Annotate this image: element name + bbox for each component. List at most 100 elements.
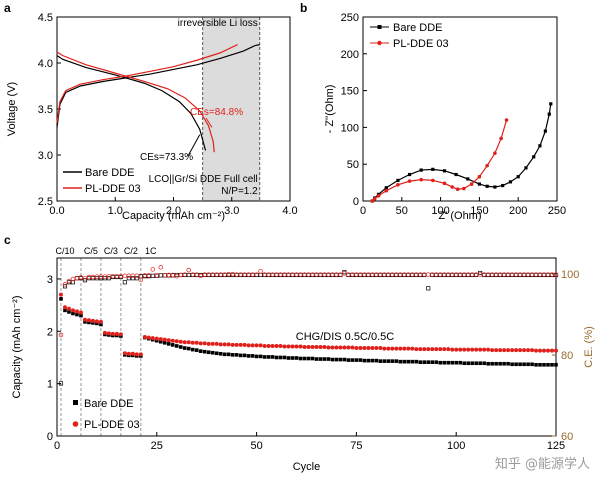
point-capacity-pl-dde-03 — [354, 346, 359, 351]
point-bare-dde — [547, 112, 551, 116]
point-bare-dde — [384, 186, 388, 190]
point-capacity-pl-dde-03 — [186, 340, 191, 345]
point-capacity-pl-dde-03 — [230, 342, 235, 347]
point-capacity-bare-dde — [422, 360, 427, 364]
point-ce-pl-dde-03 — [230, 271, 235, 277]
point-bare-dde — [396, 178, 400, 182]
point-bare-dde — [454, 172, 458, 177]
point-capacity-pl-dde-03 — [426, 347, 431, 352]
point-ce-bare-dde — [102, 276, 107, 281]
point-capacity-pl-dde-03 — [170, 338, 175, 343]
point-capacity-bare-dde — [158, 339, 163, 344]
point-capacity-pl-dde-03 — [302, 345, 307, 349]
point-capacity-pl-dde-03 — [466, 347, 471, 352]
legend-bare-label: Bare DDE — [393, 22, 443, 34]
point-capacity-pl-dde-03 — [390, 346, 395, 351]
point-capacity-bare-dde — [318, 357, 323, 361]
point-capacity-bare-dde — [238, 353, 243, 358]
point-capacity-bare-dde — [438, 360, 443, 365]
panel-c-ytick-label: 0 — [47, 431, 53, 443]
point-ce-bare-dde — [58, 381, 64, 386]
point-ce-bare-dde — [94, 276, 99, 281]
panel-b-xtick-label: 150 — [470, 205, 488, 217]
point-bare-dde — [493, 185, 497, 189]
panel-c-xtick-label: 25 — [151, 440, 163, 452]
point-bare-dde — [419, 168, 423, 172]
point-capacity-bare-dde — [346, 358, 351, 362]
point-bare-dde — [466, 177, 470, 181]
point-ce-pl-dde-03 — [150, 267, 156, 272]
ce-pl-arrow — [205, 117, 213, 128]
point-capacity-pl-dde-03 — [146, 335, 151, 340]
panel-a-ytick-label: 4.5 — [38, 12, 53, 24]
panel-b-x-axis-title: Z' (Ohm) — [438, 210, 481, 222]
point-capacity-pl-dde-03 — [442, 347, 447, 352]
point-capacity-pl-dde-03 — [118, 332, 123, 337]
point-capacity-bare-dde — [210, 350, 215, 355]
point-capacity-bare-dde — [71, 311, 75, 316]
point-pl-dde-03 — [396, 183, 400, 187]
point-capacity-pl-dde-03 — [418, 347, 423, 352]
point-capacity-pl-dde-03 — [538, 348, 543, 353]
point-pl-dde-03 — [462, 186, 466, 191]
np-ratio-label: N/P=1.2 — [221, 186, 258, 197]
legend-pl-marker — [72, 421, 79, 427]
point-capacity-pl-dde-03 — [434, 347, 439, 352]
point-capacity-bare-dde — [466, 361, 470, 366]
point-capacity-pl-dde-03 — [450, 347, 455, 352]
point-capacity-bare-dde — [394, 359, 399, 363]
panel-c-right-tick-label: 100 — [561, 269, 579, 281]
point-ce-pl-dde-03 — [66, 278, 72, 284]
point-bare-dde — [485, 184, 489, 188]
point-capacity-bare-dde — [194, 348, 199, 352]
point-pl-dde-03 — [442, 181, 447, 186]
point-capacity-bare-dde — [63, 308, 67, 313]
point-capacity-bare-dde — [390, 359, 395, 363]
panel-a-xtick-label: 2.0 — [166, 205, 181, 217]
point-capacity-bare-dde — [155, 338, 159, 343]
point-capacity-bare-dde — [502, 361, 506, 366]
rate-label: C/10 — [55, 246, 74, 256]
point-capacity-pl-dde-03 — [274, 343, 279, 348]
point-capacity-pl-dde-03 — [334, 345, 339, 350]
point-capacity-pl-dde-03 — [106, 331, 111, 336]
point-capacity-bare-dde — [330, 357, 335, 362]
point-capacity-pl-dde-03 — [162, 337, 167, 342]
point-bare-dde — [442, 169, 447, 173]
point-capacity-pl-dde-03 — [490, 348, 495, 353]
rate-label: 1C — [145, 246, 157, 256]
panel-c-frame — [56, 257, 557, 437]
point-ce-pl-dde-03 — [170, 272, 176, 278]
point-capacity-pl-dde-03 — [326, 345, 331, 350]
point-capacity-pl-dde-03 — [62, 305, 67, 310]
point-capacity-bare-dde — [298, 356, 303, 361]
point-capacity-bare-dde — [538, 363, 542, 367]
point-capacity-pl-dde-03 — [502, 348, 507, 353]
point-ce-pl-dde-03 — [258, 269, 263, 274]
point-capacity-bare-dde — [410, 359, 415, 364]
point-capacity-pl-dde-03 — [486, 347, 491, 352]
panel-c-y-axis-title: Capacity (mAh cm⁻²) — [11, 296, 23, 399]
point-capacity-pl-dde-03 — [150, 336, 155, 341]
point-ce-bare-dde — [426, 286, 431, 291]
point-ce-bare-dde — [62, 284, 68, 289]
panel-label-a: a — [4, 1, 11, 15]
point-capacity-bare-dde — [342, 357, 347, 362]
point-capacity-bare-dde — [83, 320, 87, 324]
legend-pl-label: PL-DDE 03 — [85, 183, 141, 195]
point-bare-dde — [407, 172, 412, 177]
point-capacity-pl-dde-03 — [546, 348, 551, 353]
rate-label: C/5 — [84, 246, 98, 256]
point-capacity-pl-dde-03 — [374, 346, 379, 351]
point-ce-bare-dde — [98, 276, 103, 281]
point-capacity-bare-dde — [406, 359, 411, 364]
point-capacity-pl-dde-03 — [266, 343, 271, 348]
point-capacity-bare-dde — [366, 358, 371, 363]
legend-pl-marker — [377, 40, 382, 46]
point-capacity-bare-dde — [246, 354, 251, 358]
point-capacity-pl-dde-03 — [514, 348, 519, 353]
point-ce-pl-dde-03 — [226, 271, 231, 277]
point-capacity-pl-dde-03 — [322, 345, 327, 349]
point-capacity-pl-dde-03 — [522, 348, 527, 353]
point-pl-dde-03 — [504, 118, 509, 122]
